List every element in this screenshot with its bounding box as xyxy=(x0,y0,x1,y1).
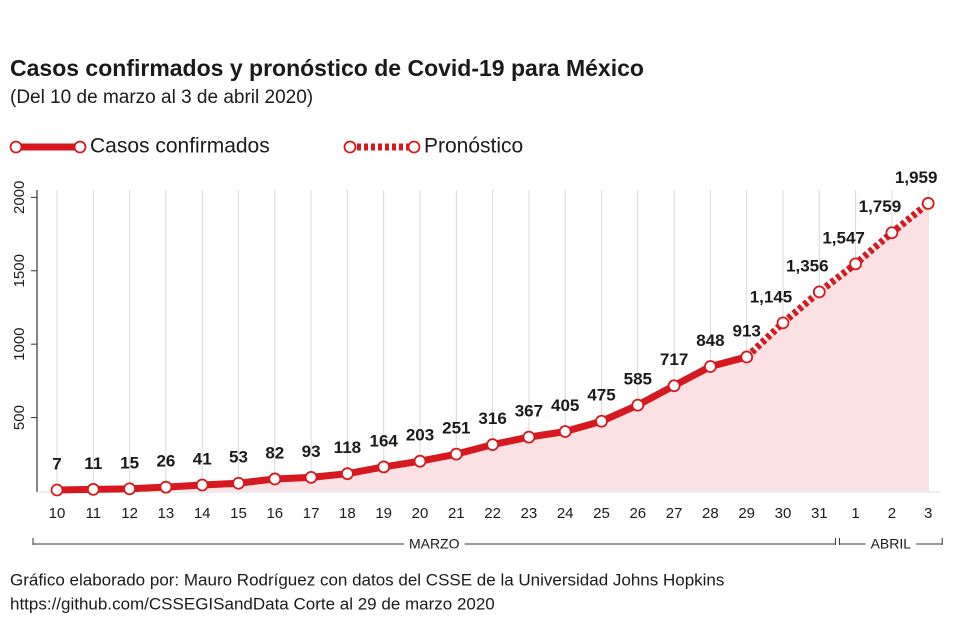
point xyxy=(268,472,282,486)
point xyxy=(86,482,100,496)
point xyxy=(812,285,826,299)
group-label: ABRIL xyxy=(871,536,912,552)
legend-label: Pronóstico xyxy=(424,135,523,158)
group-label-bg xyxy=(403,535,465,552)
chart-title: Casos confirmados y pronóstico de Covid-… xyxy=(10,55,644,81)
point xyxy=(558,425,572,438)
x-tick-label: 26 xyxy=(629,505,646,522)
x-tick-label: 10 xyxy=(49,505,66,522)
point xyxy=(486,438,500,452)
point xyxy=(304,470,318,484)
x-tick-label: 21 xyxy=(448,505,465,522)
data-label: 251 xyxy=(442,419,470,438)
group-label-bg xyxy=(865,535,917,552)
data-label: 7 xyxy=(52,454,61,473)
legend-marker xyxy=(9,140,23,154)
data-label: 118 xyxy=(334,438,361,457)
data-label: 11 xyxy=(84,454,102,473)
y-tick-label: 2000 xyxy=(11,181,28,214)
point xyxy=(522,430,536,444)
point xyxy=(631,398,645,412)
point xyxy=(195,478,209,492)
data-label: 848 xyxy=(696,331,724,350)
legend-label: Casos confirmados xyxy=(90,135,270,158)
series-connector xyxy=(744,320,786,360)
point xyxy=(50,483,64,497)
x-tick-label: 25 xyxy=(593,505,610,522)
point xyxy=(885,226,899,240)
point xyxy=(921,196,935,210)
point xyxy=(740,350,754,364)
x-tick-label: 23 xyxy=(521,505,538,522)
data-label: 717 xyxy=(660,350,688,369)
point xyxy=(232,476,245,490)
data-label: 316 xyxy=(478,409,506,428)
x-tick-label: 2 xyxy=(888,505,896,522)
point xyxy=(704,360,717,373)
x-tick-label: 29 xyxy=(738,505,755,522)
x-tick-label: 30 xyxy=(775,505,792,522)
data-label: 164 xyxy=(370,431,399,450)
point xyxy=(413,454,427,468)
legend-marker xyxy=(343,140,357,154)
x-tick-label: 27 xyxy=(666,505,683,522)
data-label: 82 xyxy=(265,443,284,462)
point xyxy=(377,460,391,474)
data-label: 913 xyxy=(733,321,761,340)
x-tick-label: 12 xyxy=(121,505,138,522)
x-tick-label: 15 xyxy=(230,505,247,522)
x-tick-label: 22 xyxy=(484,505,501,522)
point xyxy=(849,257,862,271)
data-label: 203 xyxy=(406,426,434,445)
point xyxy=(123,482,137,496)
data-label: 1,356 xyxy=(786,256,829,275)
chart-subtitle: (Del 10 de marzo al 3 de abril 2020) xyxy=(10,87,313,108)
data-label: 367 xyxy=(515,402,543,421)
data-label: 1,145 xyxy=(750,287,793,306)
data-label: 41 xyxy=(193,449,212,468)
data-label: 475 xyxy=(587,386,615,405)
y-tick-label: 500 xyxy=(11,405,28,430)
x-tick-label: 19 xyxy=(375,505,392,522)
x-tick-label: 17 xyxy=(303,505,320,522)
point xyxy=(449,447,463,461)
y-tick-label: 1000 xyxy=(11,327,28,360)
area-layer xyxy=(57,203,929,492)
data-label: 15 xyxy=(120,453,139,472)
point xyxy=(667,379,681,393)
data-label: 53 xyxy=(229,448,248,467)
x-tick-label: 18 xyxy=(339,505,356,522)
x-tick-label: 3 xyxy=(924,505,932,522)
y-tick-label: 1500 xyxy=(11,254,28,287)
legend-marker xyxy=(73,140,87,154)
data-label: 405 xyxy=(551,396,579,415)
footnote: https://github.com/CSSEGISandData Corte … xyxy=(10,594,495,613)
x-tick-label: 1 xyxy=(851,505,859,522)
data-label: 93 xyxy=(302,442,321,461)
x-tick-label: 14 xyxy=(194,505,211,522)
legend-marker xyxy=(407,140,421,154)
point xyxy=(776,316,790,330)
group-label: MARZO xyxy=(409,536,460,552)
x-tick-label: 20 xyxy=(412,505,429,522)
x-tick-label: 13 xyxy=(158,505,175,522)
area xyxy=(57,203,929,492)
footnote: Gráfico elaborado por: Mauro Rodríguez c… xyxy=(10,570,724,589)
data-label: 1,759 xyxy=(859,197,902,216)
x-tick-label: 24 xyxy=(557,505,574,522)
data-label: 585 xyxy=(624,370,652,389)
point xyxy=(159,480,173,494)
data-label: 26 xyxy=(156,452,175,471)
x-tick-label: 31 xyxy=(811,505,828,522)
point xyxy=(595,414,608,428)
x-tick-label: 16 xyxy=(266,505,283,522)
x-tick-label: 11 xyxy=(86,505,102,522)
data-label: 1,959 xyxy=(895,168,938,187)
x-tick-label: 28 xyxy=(702,505,719,522)
point xyxy=(340,467,354,481)
data-label: 1,547 xyxy=(822,228,865,247)
